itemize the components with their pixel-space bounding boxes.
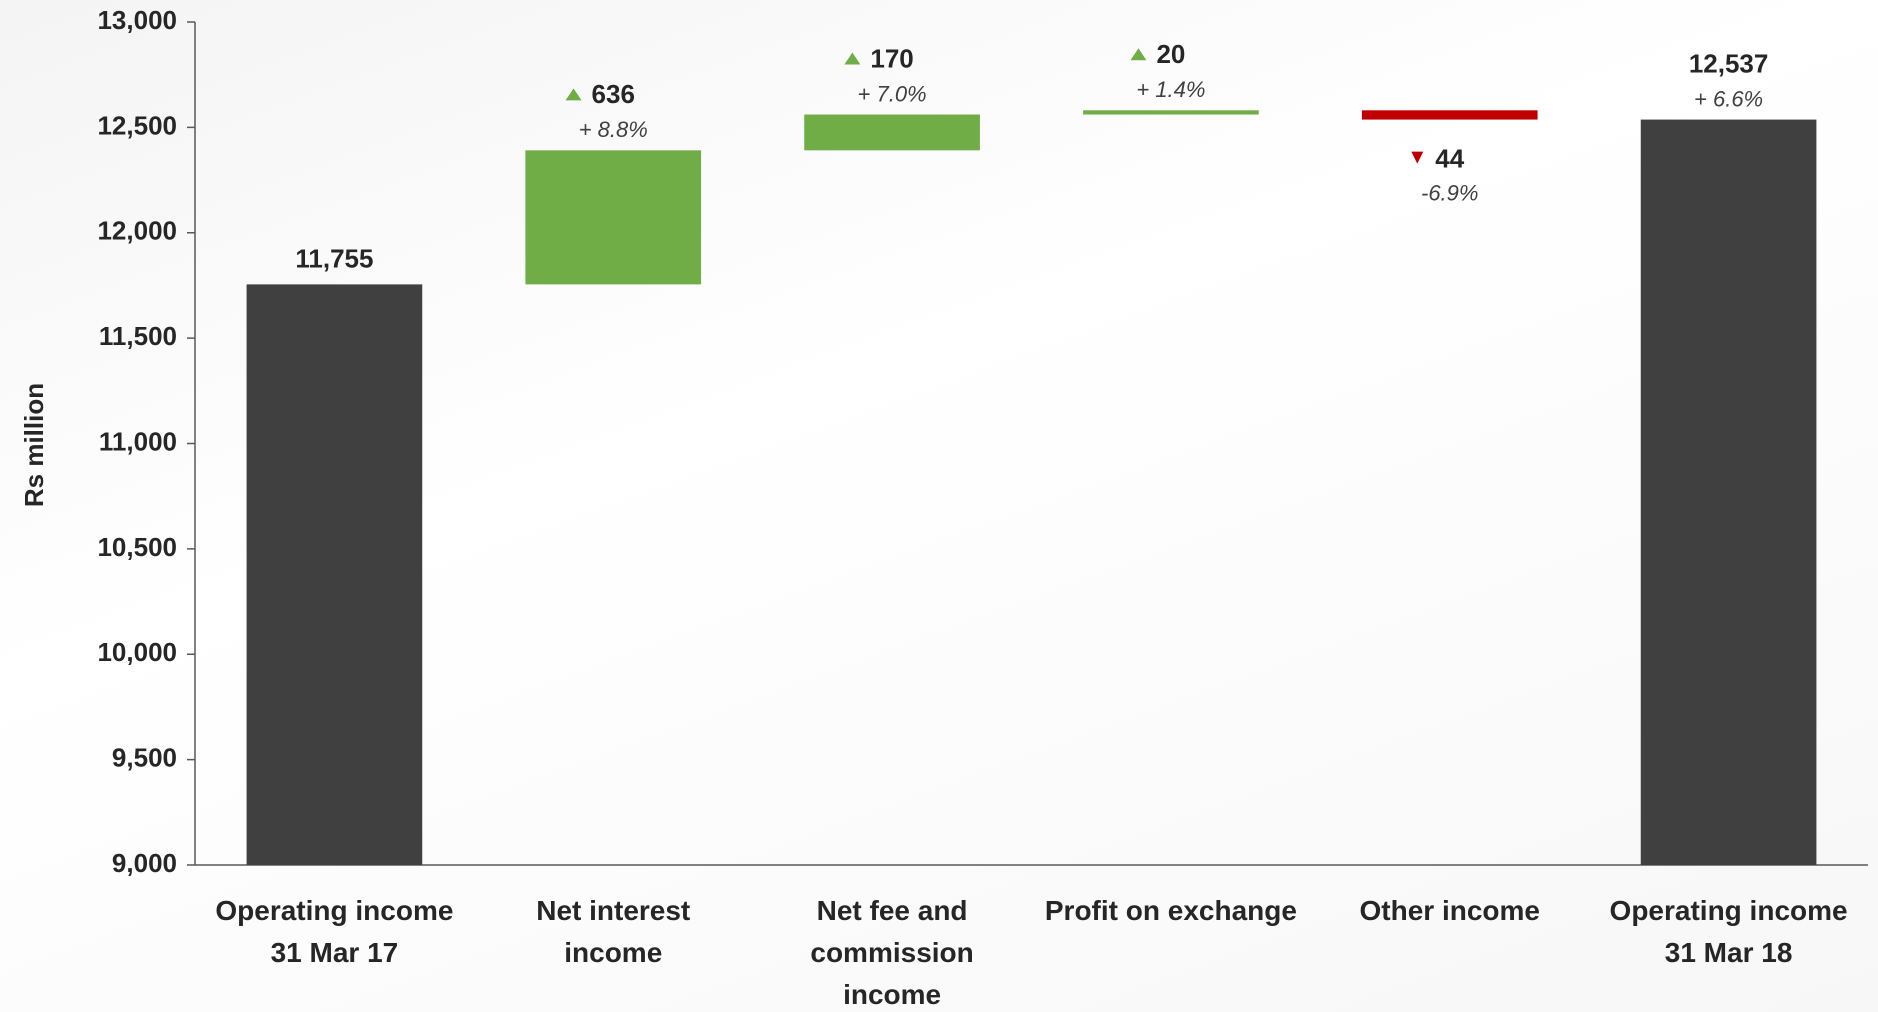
y-tick-label: 9,000 <box>112 848 177 878</box>
y-tick-label: 10,500 <box>97 532 177 562</box>
y-tick-label: 12,000 <box>97 216 177 246</box>
y-tick-label: 9,500 <box>112 743 177 773</box>
value-label: 12,537 <box>1689 48 1769 78</box>
value-label: 44 <box>1435 143 1464 173</box>
percent-label: + 6.6% <box>1694 86 1763 111</box>
y-tick-label: 10,000 <box>97 637 177 667</box>
x-tick-label: Operating income 31 Mar 17 <box>215 895 454 968</box>
y-tick-label: 13,000 <box>97 5 177 35</box>
percent-label: + 1.4% <box>1136 77 1205 102</box>
value-label: 20 <box>1156 39 1185 69</box>
y-tick-label: 11,000 <box>99 426 177 456</box>
x-tick-label: Net interest income <box>536 895 691 968</box>
bar <box>804 114 980 151</box>
y-axis-label: Rs million <box>19 383 49 507</box>
value-label: 11,755 <box>295 243 373 273</box>
y-tick-label: 12,500 <box>97 110 177 140</box>
bar <box>1083 110 1259 115</box>
value-label: 636 <box>592 79 635 109</box>
x-tick-label: Profit on exchange <box>1044 895 1297 926</box>
bar <box>1361 110 1538 120</box>
bar <box>246 284 423 865</box>
x-tick-label: Other income <box>1359 895 1540 926</box>
percent-label: + 7.0% <box>858 81 927 106</box>
x-tick-label: Operating income 31 Mar 18 <box>1609 895 1848 968</box>
y-tick-label: 11,500 <box>99 321 177 351</box>
x-tick-label: Net fee and commission income <box>810 895 974 1010</box>
value-label: 170 <box>870 43 913 73</box>
up-marker <box>844 52 861 65</box>
bar <box>1640 119 1817 865</box>
down-marker <box>1411 151 1424 164</box>
up-marker <box>565 88 582 101</box>
up-marker <box>1130 48 1147 61</box>
bar <box>525 150 702 285</box>
percent-label: -6.9% <box>1421 180 1478 205</box>
percent-label: + 8.8% <box>579 117 648 142</box>
